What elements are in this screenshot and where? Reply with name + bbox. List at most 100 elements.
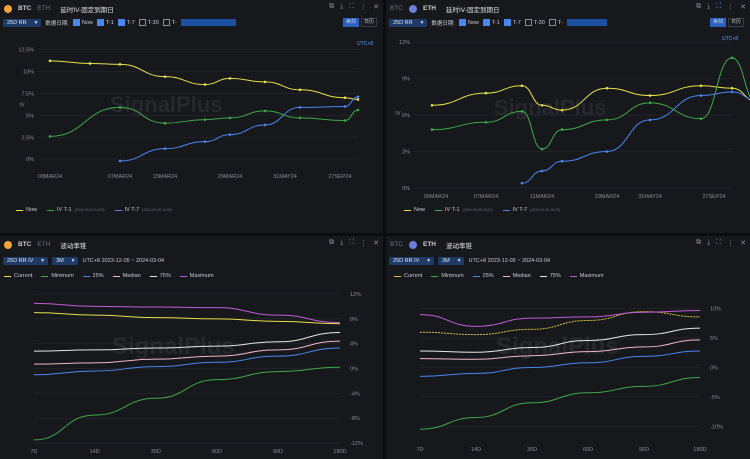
x-tick-label: 30D [151, 449, 161, 455]
legend-item-median[interactable]: Median [502, 273, 531, 279]
tab-btc[interactable]: BTC [18, 5, 32, 12]
panel-toolbar: ⧉ ⤓ ⛶ ⋮ ✕ [329, 3, 379, 11]
checkbox-t7[interactable]: T-7 [503, 19, 521, 26]
data-point [648, 101, 652, 105]
window-select[interactable]: 3M ▾ [52, 256, 79, 265]
legend-item-t7[interactable]: IV T-7 (2024-02-26 16:00) [114, 207, 173, 213]
data-point [343, 105, 347, 108]
external-link-icon[interactable]: ⧉ [329, 239, 335, 246]
toggle-button-a[interactable]: 美刻 [709, 18, 726, 27]
y-tick-label: 0% [402, 186, 410, 192]
x-tick-label: 180D [693, 447, 706, 453]
checkbox-t30[interactable]: T-30 [138, 19, 159, 26]
download-icon[interactable]: ⤓ [707, 3, 711, 10]
close-icon[interactable]: ✕ [740, 4, 746, 11]
tenor-value: 25D RR [7, 19, 27, 26]
toggle-button-b[interactable]: 日历 [727, 18, 744, 27]
view-toggle: 美刻 日历 [342, 18, 377, 27]
checkbox-t7[interactable]: T-7 [117, 19, 135, 26]
legend-item-75[interactable]: 75% [539, 273, 561, 279]
external-link-icon[interactable]: ⧉ [329, 3, 335, 10]
download-icon[interactable]: ⤓ [707, 239, 711, 246]
tab-btc[interactable]: BTC [390, 241, 403, 248]
fullscreen-icon[interactable]: ⛶ [349, 239, 355, 246]
date-picker[interactable] [180, 19, 236, 26]
tab-eth[interactable]: ETH [37, 5, 51, 12]
data-point [228, 77, 232, 80]
fullscreen-icon[interactable]: ⛶ [716, 239, 722, 246]
checkbox-custom[interactable]: T- [162, 19, 177, 26]
y-axis-label: IV [19, 103, 25, 109]
chevron-down-icon: ▾ [427, 257, 431, 264]
series-line-minimum [419, 376, 701, 430]
more-icon[interactable]: ⋮ [727, 240, 735, 247]
data-point [298, 106, 302, 109]
tab-eth[interactable]: ETH [37, 241, 51, 248]
tab-btc[interactable]: BTC [390, 5, 403, 12]
checkbox-now[interactable]: Now [72, 19, 93, 26]
x-tick-label: 15MAR24 [153, 174, 177, 180]
data-point [605, 118, 609, 122]
legend-item-t7[interactable]: IV T-7 (2024-02-26 16:00) [502, 207, 560, 213]
fullscreen-icon[interactable]: ⛶ [716, 3, 722, 10]
tenor-select[interactable]: 25D RR IV ▾ [389, 256, 435, 265]
download-icon[interactable]: ⤓ [340, 3, 344, 10]
eth-term-structure-panel: BTC ETH 延时IV-固定到期日 ⧉ ⤓ ⛶ ⋮ ✕ 25D RR ▾ 数据日… [386, 0, 750, 233]
checkbox-custom[interactable]: T- [548, 19, 563, 26]
legend-item-25[interactable]: 25% [82, 273, 104, 279]
tab-eth[interactable]: ETH [423, 241, 436, 248]
tenor-select[interactable]: 25D RR ▾ [3, 18, 42, 27]
close-icon[interactable]: ✕ [740, 240, 746, 247]
data-point [699, 94, 703, 97]
more-icon[interactable]: ⋮ [360, 4, 368, 11]
x-tick-label: 29MAR24 [218, 174, 242, 180]
more-icon[interactable]: ⋮ [727, 4, 735, 11]
window-select[interactable]: 3M ▾ [438, 256, 465, 265]
more-icon[interactable]: ⋮ [360, 240, 368, 247]
controls-row: 25D RR IV ▾ 3M ▾ UTC+8 2023-12-05 ~ 2024-0… [389, 256, 550, 265]
legend-item-median[interactable]: Median [112, 273, 141, 279]
legend-item-25[interactable]: 25% [472, 273, 494, 279]
legend-item-75[interactable]: 75% [149, 273, 171, 279]
x-tick-label: 90D [273, 449, 283, 455]
legend-item-maximum[interactable]: Maximum [569, 273, 604, 279]
legend-item-now[interactable]: Now [16, 207, 37, 213]
close-icon[interactable]: ✕ [373, 4, 379, 11]
close-icon[interactable]: ✕ [373, 240, 379, 247]
checkbox-t30[interactable]: T-30 [524, 19, 545, 26]
download-icon[interactable]: ⤓ [340, 239, 344, 246]
tab-btc[interactable]: BTC [18, 241, 32, 248]
data-point [228, 116, 232, 120]
fullscreen-icon[interactable]: ⛶ [349, 3, 355, 10]
legend-item-minimum[interactable]: Minimum [41, 273, 74, 279]
x-tick-label: 60D [212, 449, 222, 455]
series-line-maximum [419, 309, 701, 327]
date-picker[interactable] [566, 19, 607, 26]
data-point [730, 56, 734, 60]
data-point [118, 159, 122, 163]
tenor-select[interactable]: 25D RR IV ▾ [3, 256, 49, 265]
chevron-down-icon: ▾ [41, 257, 45, 264]
y-tick-label: -4% [350, 391, 360, 397]
x-tick-label: 08MAR24 [38, 174, 62, 180]
legend-item-t1[interactable]: IV T-1 (2024-03-03 16:00) [47, 207, 105, 213]
tenor-select[interactable]: 25D RR ▾ [389, 18, 428, 27]
external-link-icon[interactable]: ⧉ [696, 3, 702, 10]
tab-eth[interactable]: ETH [423, 5, 436, 12]
legend-date: (2024-02-26 16:00) [142, 208, 173, 212]
checkbox-now[interactable]: Now [458, 19, 479, 26]
legend-item-t1[interactable]: IV T-1 (2024-03-03 16:00) [435, 207, 493, 213]
data-point [560, 128, 564, 131]
legend-item-current[interactable]: Current [4, 273, 32, 279]
legend-item-current[interactable]: Current [394, 273, 422, 279]
legend-item-maximum[interactable]: Maximum [179, 273, 214, 279]
legend-swatch [47, 209, 55, 211]
legend-swatch [569, 275, 577, 277]
checkbox-t1[interactable]: T-1 [482, 19, 500, 26]
checkbox-t1[interactable]: T-1 [96, 19, 114, 26]
legend-item-minimum[interactable]: Minimum [431, 273, 464, 279]
toggle-button-a[interactable]: 美刻 [342, 18, 359, 27]
legend-item-now[interactable]: Now [404, 207, 425, 213]
external-link-icon[interactable]: ⧉ [696, 239, 702, 246]
toggle-button-b[interactable]: 日历 [360, 18, 377, 27]
